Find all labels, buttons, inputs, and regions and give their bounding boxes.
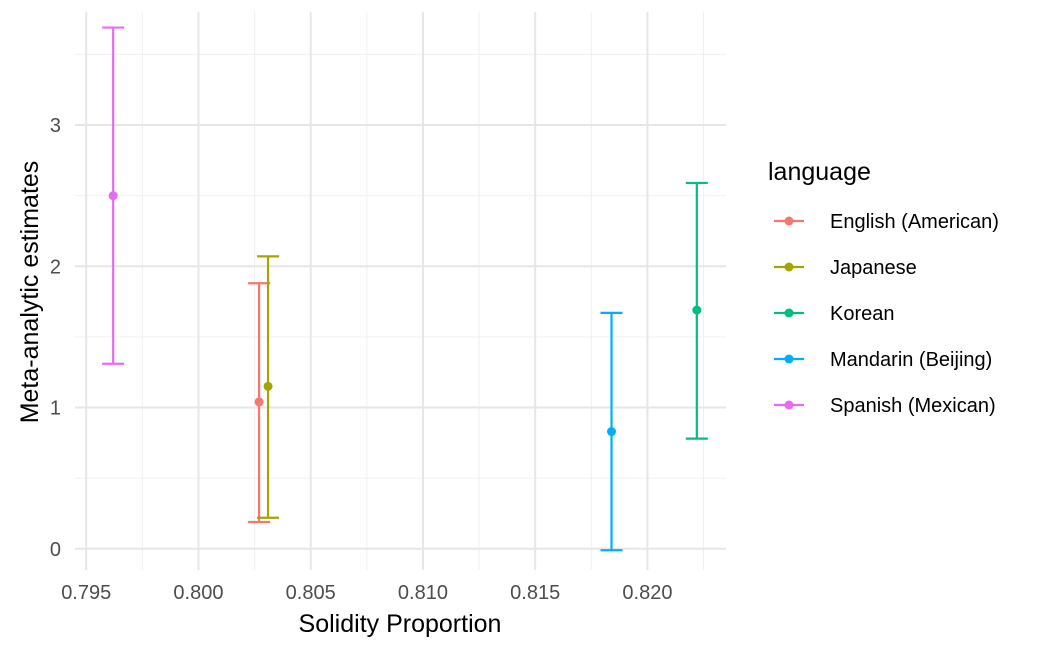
- legend-item: Japanese: [774, 257, 917, 279]
- x-tick-labels: 0.795 0.800 0.805 0.810 0.815 0.820: [61, 582, 672, 604]
- legend-label: Korean: [830, 303, 895, 325]
- series-spanish-mexican: [102, 26, 125, 365]
- legend-key-point: [784, 400, 794, 410]
- data-point: [254, 397, 264, 407]
- legend-key-point: [784, 354, 794, 364]
- series-english-american: [248, 282, 271, 524]
- legend-key-point: [784, 216, 794, 226]
- y-tick-labels: 0 1 2 3: [50, 115, 61, 561]
- y-tick-label: 1: [50, 398, 61, 420]
- x-tick-label: 0.810: [398, 582, 448, 604]
- data-point: [607, 427, 617, 437]
- y-tick-label: 0: [50, 539, 61, 561]
- legend-title: language: [768, 158, 871, 186]
- legend-label: Mandarin (Beijing): [830, 349, 992, 371]
- legend-label: English (American): [830, 211, 999, 233]
- series-japanese: [257, 255, 280, 519]
- x-tick-label: 0.800: [173, 582, 223, 604]
- x-tick-label: 0.815: [510, 582, 560, 604]
- legend: language English (American) Japanese Korea…: [768, 158, 999, 417]
- major-gridlines: [75, 12, 726, 570]
- legend-key-point: [784, 308, 794, 318]
- y-tick-label: 2: [50, 256, 61, 278]
- data-point: [108, 191, 118, 201]
- legend-item: Spanish (Mexican): [774, 395, 996, 417]
- legend-key-point: [784, 262, 794, 272]
- data-point: [263, 381, 273, 391]
- series-mandarin-beijing: [600, 311, 623, 552]
- minor-gridlines: [75, 12, 726, 570]
- legend-item: English (American): [774, 211, 999, 233]
- data-point: [692, 305, 702, 315]
- x-tick-label: 0.795: [61, 582, 111, 604]
- y-tick-label: 3: [50, 115, 61, 137]
- data-marks: [102, 26, 708, 552]
- legend-item: Mandarin (Beijing): [774, 349, 992, 371]
- series-korean: [685, 181, 708, 440]
- x-tick-label: 0.820: [622, 582, 672, 604]
- x-tick-label: 0.805: [286, 582, 336, 604]
- x-axis-title: Solidity Proportion: [299, 610, 502, 638]
- y-axis-title: Meta-analytic estimates: [16, 161, 44, 424]
- legend-label: Spanish (Mexican): [830, 395, 996, 417]
- legend-item: Korean: [774, 303, 895, 325]
- legend-label: Japanese: [830, 257, 917, 279]
